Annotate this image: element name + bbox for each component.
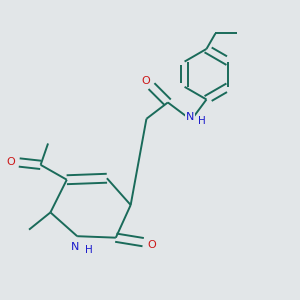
Text: H: H — [85, 245, 92, 256]
Text: H: H — [197, 116, 205, 126]
Text: O: O — [147, 239, 156, 250]
Text: O: O — [142, 76, 151, 86]
Text: N: N — [70, 242, 79, 252]
Text: N: N — [186, 112, 194, 122]
Text: O: O — [7, 158, 15, 167]
